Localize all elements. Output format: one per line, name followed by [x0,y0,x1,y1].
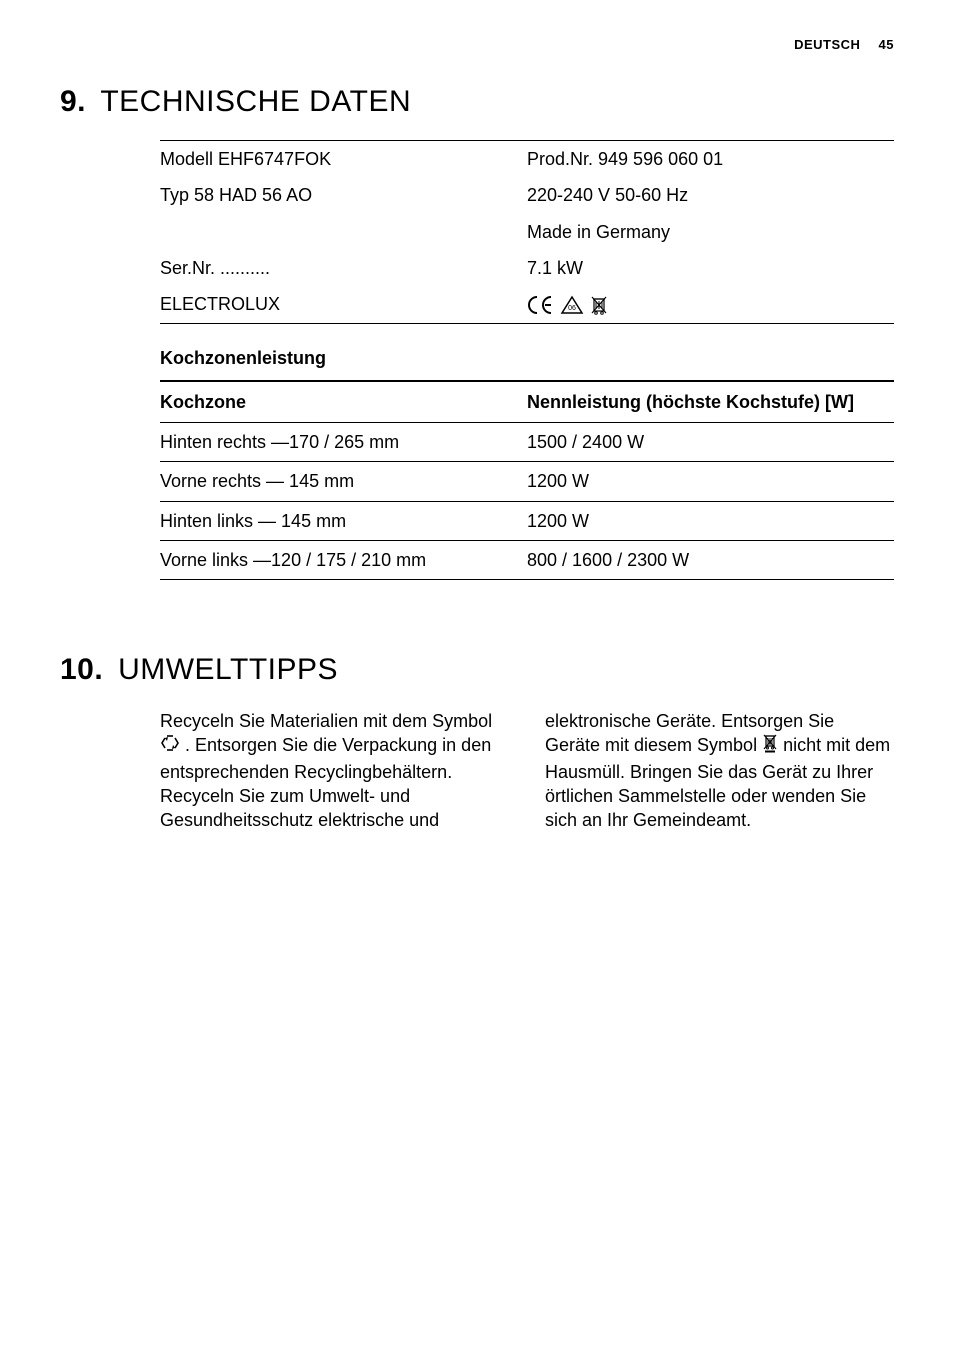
power-subheading: Kochzonenleistung [160,346,894,370]
spec-cell: ELECTROLUX [160,286,527,323]
section-9-title: 9. TECHNISCHE DATEN [60,82,894,123]
body-text: Recyceln Sie Materialien mit dem Symbol [160,711,492,731]
zone-cell: Hinten links — 145 mm [160,501,527,540]
section-9-title-text: TECHNISCHE DATEN [100,85,411,118]
specs-table: Modell EHF6747FOK Prod.Nr. 949 596 060 0… [160,140,894,323]
zone-cell: Vorne links —120 / 175 / 210 mm [160,541,527,580]
section-9-content: Modell EHF6747FOK Prod.Nr. 949 596 060 0… [160,140,894,580]
power-header-row: Kochzone Nennleistung (höchste Kochstufe… [160,381,894,423]
table-row: Vorne rechts — 145 mm 1200 W [160,462,894,501]
section-10-number: 10. [60,653,103,686]
triangle-recycle-icon: 06 [560,295,584,315]
header-page-number: 45 [879,37,894,52]
weee-bin-icon [762,733,778,759]
svg-text:06: 06 [568,305,576,312]
section-10-title: 10. UMWELTTIPPS [60,650,894,691]
spec-cell: Ser.Nr. .......... [160,250,527,286]
section-10-col-1: Recyceln Sie Materialien mit dem Symbol … [160,709,509,833]
section-10-col-2: elektronische Geräte. Entsorgen Sie Gerä… [545,709,894,833]
spec-cell: Made in Germany [527,214,894,250]
section-10-content: Recyceln Sie Materialien mit dem Symbol … [160,709,894,833]
spec-cell: 7.1 kW [527,250,894,286]
spec-cell: Modell EHF6747FOK [160,141,527,178]
recycle-arrows-icon [160,733,180,759]
section-9-number: 9. [60,85,86,118]
body-text: . Entsorgen Sie die Verpackung in den en… [160,735,491,830]
power-cell: 1200 W [527,501,894,540]
spec-row: ELECTROLUX 06 [160,286,894,323]
spec-cell-icons: 06 [527,286,894,323]
spec-cell [160,214,527,250]
spec-row: Ser.Nr. .......... 7.1 kW [160,250,894,286]
power-cell: 800 / 1600 / 2300 W [527,541,894,580]
power-table: Kochzone Nennleistung (höchste Kochstufe… [160,380,894,580]
spec-row: Modell EHF6747FOK Prod.Nr. 949 596 060 0… [160,141,894,178]
zone-cell: Hinten rechts —170 / 265 mm [160,423,527,462]
power-cell: 1200 W [527,462,894,501]
ce-mark-icon [527,295,555,315]
zone-cell: Vorne rechts — 145 mm [160,462,527,501]
power-cell: 1500 / 2400 W [527,423,894,462]
spec-cell: Prod.Nr. 949 596 060 01 [527,141,894,178]
spec-cell: Typ 58 HAD 56 AO [160,177,527,213]
table-row: Vorne links —120 / 175 / 210 mm 800 / 16… [160,541,894,580]
spec-row: Made in Germany [160,214,894,250]
weee-bin-icon [589,294,609,316]
power-header-power: Nennleistung (höchste Kochstufe) [W] [527,381,894,423]
page-header: DEUTSCH 45 [60,36,894,54]
spec-cell: 220-240 V 50-60 Hz [527,177,894,213]
table-row: Hinten rechts —170 / 265 mm 1500 / 2400 … [160,423,894,462]
section-10-title-text: UMWELTTIPPS [118,653,338,686]
header-language: DEUTSCH [794,37,860,52]
table-row: Hinten links — 145 mm 1200 W [160,501,894,540]
power-header-zone: Kochzone [160,381,527,423]
spec-row: Typ 58 HAD 56 AO 220-240 V 50-60 Hz [160,177,894,213]
